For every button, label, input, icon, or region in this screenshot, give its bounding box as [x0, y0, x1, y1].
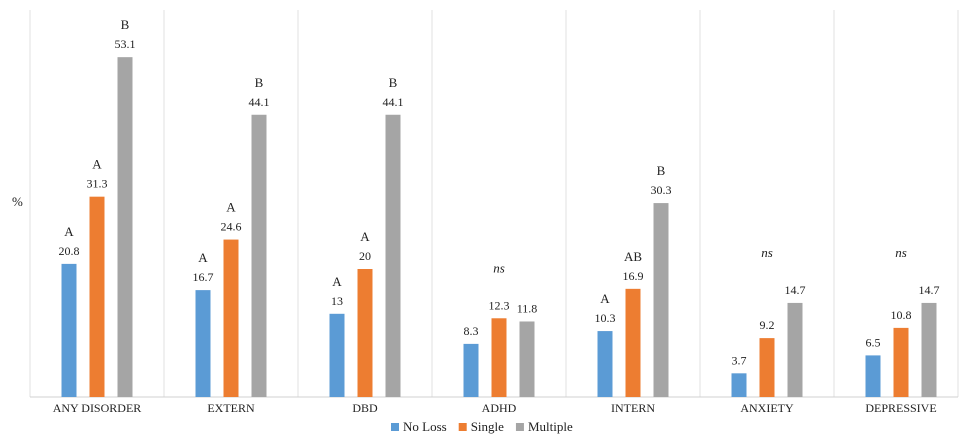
value-label: 30.3: [651, 183, 672, 197]
significance-label: A: [92, 157, 102, 172]
value-label: 44.1: [383, 95, 404, 109]
value-label: 13: [331, 294, 343, 308]
significance-label: B: [657, 163, 666, 178]
bar-no-loss: [329, 313, 345, 397]
value-label: 14.7: [785, 283, 806, 297]
bar-no-loss: [865, 355, 881, 397]
x-tick-label: ADHD: [482, 401, 517, 415]
significance-label: B: [255, 75, 264, 90]
bar-multiple: [787, 302, 803, 397]
legend-label: Multiple: [528, 419, 573, 434]
value-label: 44.1: [249, 95, 270, 109]
significance-label: AB: [624, 249, 642, 264]
significance-label: A: [332, 274, 342, 289]
significance-label: B: [121, 17, 130, 32]
bar-multiple: [921, 302, 937, 397]
value-label: 11.8: [517, 301, 538, 315]
value-label: 53.1: [115, 37, 136, 51]
legend-swatch: [515, 423, 524, 431]
x-tick-labels: ANY DISORDER EXTERN DBD ADHD INTERN ANXIETY DE…: [53, 401, 937, 415]
value-label: 9.2: [760, 318, 775, 332]
value-label: 16.9: [623, 269, 644, 283]
value-label: 10.8: [891, 308, 912, 322]
value-label: 20.8: [59, 244, 80, 258]
bar-single: [89, 196, 105, 397]
value-label: 20: [359, 249, 371, 263]
value-label: 8.3: [464, 324, 479, 338]
legend-label: Single: [471, 419, 504, 434]
x-tick-label: DEPRESSIVE: [865, 401, 936, 415]
significance-label: A: [64, 224, 74, 239]
x-tick-label: DBD: [352, 401, 378, 415]
value-label: 24.6: [221, 220, 242, 234]
bar-multiple: [519, 321, 535, 397]
bar-no-loss: [61, 263, 77, 397]
bar-single: [223, 239, 239, 397]
bar-single: [893, 327, 909, 397]
bar-multiple: [385, 114, 401, 397]
x-tick-label: ANY DISORDER: [53, 401, 142, 415]
value-label: 31.3: [87, 177, 108, 191]
bar-no-loss: [195, 290, 211, 397]
legend: No Loss Single Multiple: [391, 419, 573, 434]
bar-no-loss: [597, 331, 613, 397]
bar-multiple: [117, 57, 133, 397]
significance-label: A: [600, 291, 610, 306]
legend-swatch: [458, 423, 467, 431]
bar-no-loss: [731, 373, 747, 397]
x-tick-label: EXTERN: [207, 401, 255, 415]
significance-label: ns: [895, 245, 907, 260]
y-axis-label: %: [12, 194, 23, 209]
bars: [61, 57, 937, 397]
legend-swatch: [391, 423, 399, 431]
value-label: 12.3: [489, 298, 510, 312]
value-label: 16.7: [193, 270, 214, 284]
legend-label: No Loss: [403, 419, 447, 434]
bar-multiple: [251, 114, 267, 397]
bar-no-loss: [463, 343, 479, 397]
significance-label: B: [389, 75, 398, 90]
category-dividers: [29, 10, 959, 397]
bar-labels: 20.831.353.1AAB16.724.644.1AAB132044.1AA…: [59, 17, 940, 367]
significance-label: ns: [761, 245, 773, 260]
bar-multiple: [653, 203, 669, 397]
bar-single: [625, 288, 641, 397]
bar-single: [759, 338, 775, 397]
value-label: 3.7: [732, 353, 747, 367]
significance-label: A: [226, 200, 236, 215]
significance-label: ns: [493, 260, 505, 275]
value-label: 6.5: [866, 335, 881, 349]
significance-label: A: [198, 250, 208, 265]
bar-single: [491, 318, 507, 397]
bar-single: [357, 269, 373, 397]
significance-label: A: [360, 229, 370, 244]
x-tick-label: ANXIETY: [740, 401, 794, 415]
value-label: 14.7: [919, 283, 940, 297]
x-tick-label: INTERN: [611, 401, 655, 415]
value-label: 10.3: [595, 311, 616, 325]
